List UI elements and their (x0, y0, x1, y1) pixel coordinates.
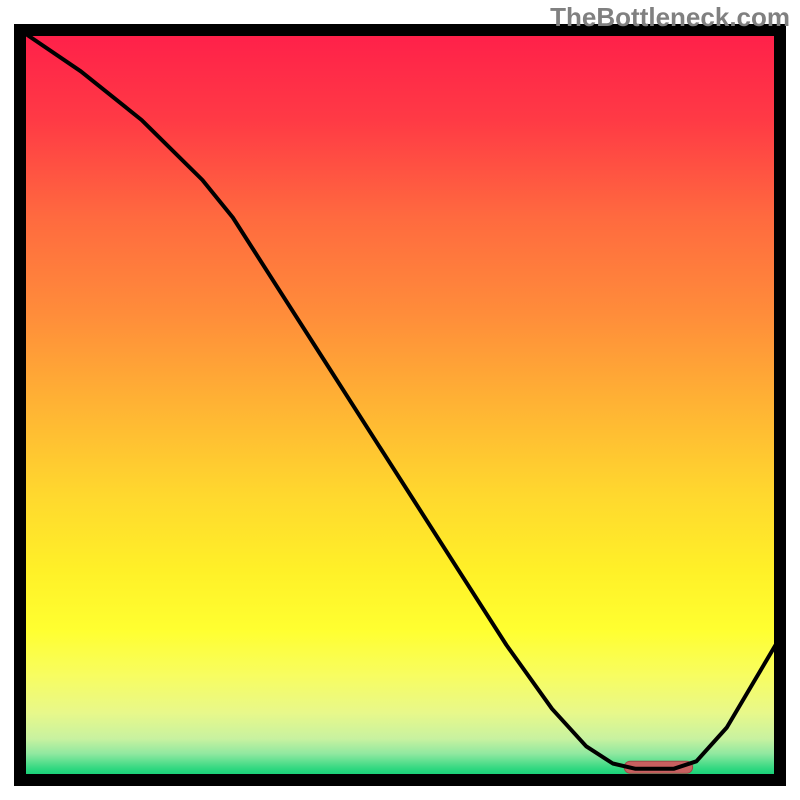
watermark-text: TheBottleneck.com (550, 2, 790, 33)
chart-container: TheBottleneck.com (0, 0, 800, 800)
chart-background (20, 30, 780, 780)
bottleneck-chart (0, 0, 800, 800)
